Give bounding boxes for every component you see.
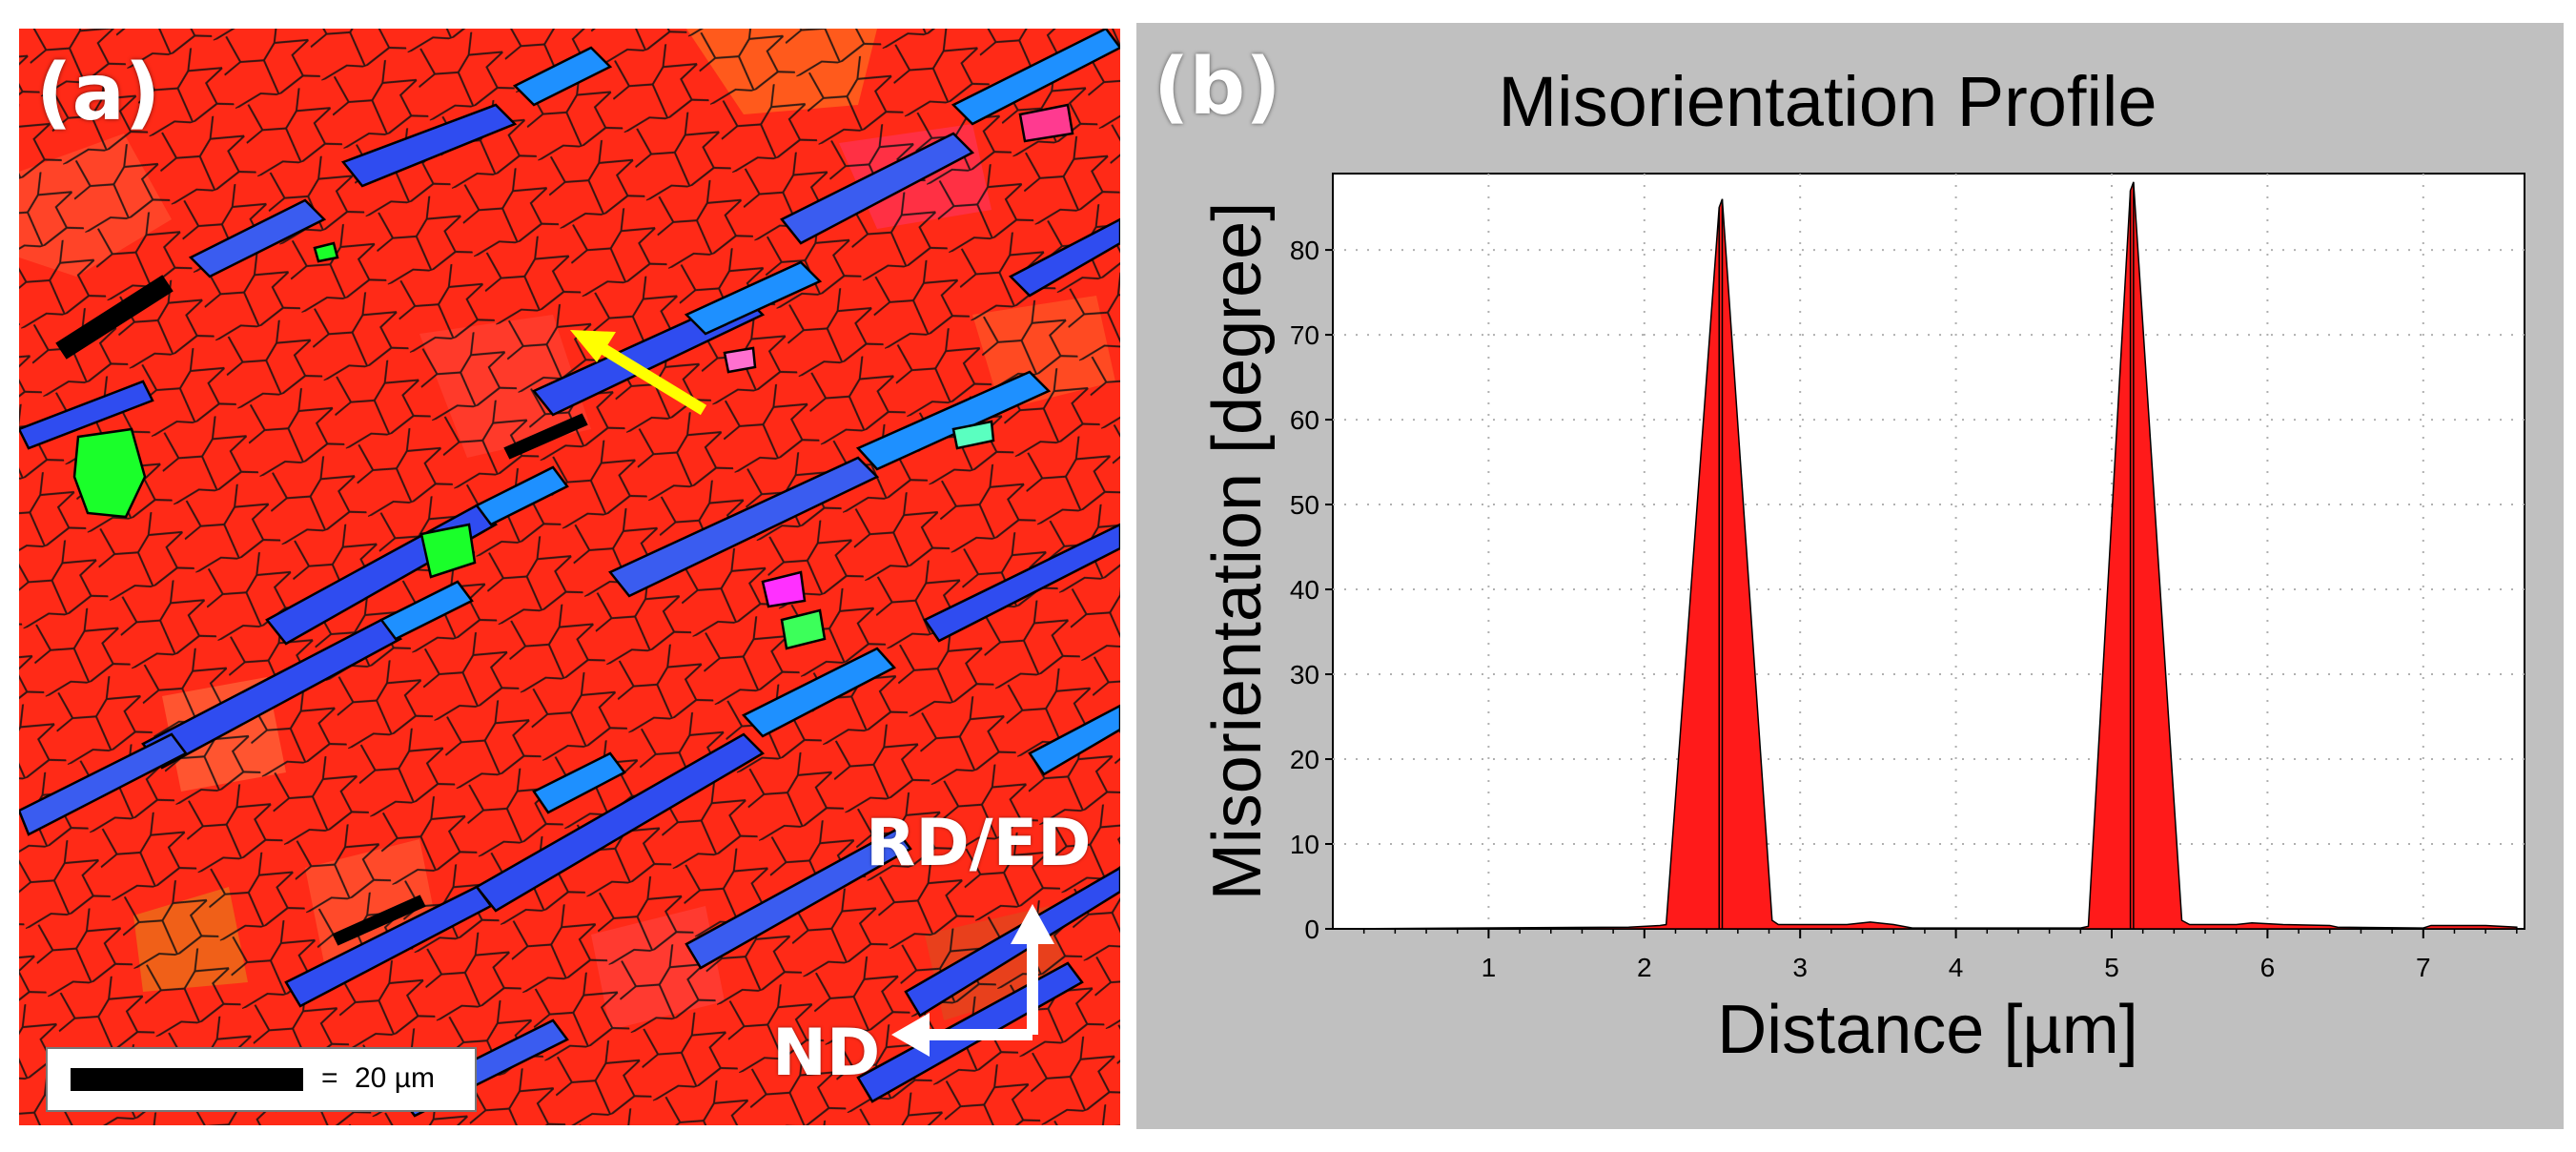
- scale-bar: = 20 µm: [46, 1047, 477, 1112]
- y-tick-label: 50: [1290, 490, 1319, 520]
- nd-label: ND: [772, 1016, 881, 1091]
- grid-lines: [1333, 174, 2525, 929]
- misorientation-chart: Misorientation Profile 0 10 20 30 40 50 60 70 80…: [1199, 62, 2525, 1068]
- panel-b-label: (b): [1154, 42, 1281, 133]
- x-tick-label: 3: [1792, 953, 1808, 982]
- y-axis-label: Misorientation [degree]: [1199, 202, 1276, 900]
- panel-a-label: (a): [36, 48, 161, 138]
- scale-bar-text: 20 µm: [355, 1062, 435, 1094]
- rd-ed-label: RD/ED: [866, 806, 1092, 881]
- ebsd-orientation-map: (a) RD/ED ND = 20 µm: [19, 29, 1120, 1125]
- x-tick-label: 4: [1949, 953, 1964, 982]
- y-tick-label: 40: [1290, 575, 1319, 605]
- axis-ticks: 0 10 20 30 40 50 60 70 80 1 2 3 4 5 6 7: [1290, 236, 2518, 982]
- series-group: [1332, 181, 2518, 930]
- y-tick-label: 70: [1290, 320, 1319, 350]
- chart-title: Misorientation Profile: [1499, 62, 2157, 141]
- scale-bar-line: [71, 1068, 303, 1091]
- y-tick-label: 0: [1304, 915, 1319, 944]
- x-axis-label: Distance [µm]: [1717, 992, 2138, 1068]
- y-tick-label: 30: [1290, 660, 1319, 689]
- y-tick-label: 60: [1290, 405, 1319, 435]
- direction-axes: [891, 904, 1054, 1057]
- y-tick-label: 80: [1290, 236, 1319, 265]
- x-tick-label: 2: [1637, 953, 1652, 982]
- misorientation-profile-panel: (b) Misorientation Profile 0 10 20 30 40 50 60…: [1136, 23, 2564, 1129]
- x-tick-label: 1: [1482, 953, 1497, 982]
- scale-bar-equals: =: [321, 1062, 338, 1094]
- x-tick-label: 7: [2416, 953, 2431, 982]
- y-tick-label: 20: [1290, 745, 1319, 774]
- plot-area: [1332, 173, 2525, 930]
- yellow-arrow: [570, 330, 707, 416]
- x-tick-label: 6: [2260, 953, 2276, 982]
- ebsd-map-graphic: [19, 29, 1120, 1125]
- y-tick-label: 10: [1290, 830, 1319, 859]
- x-tick-label: 5: [2104, 953, 2119, 982]
